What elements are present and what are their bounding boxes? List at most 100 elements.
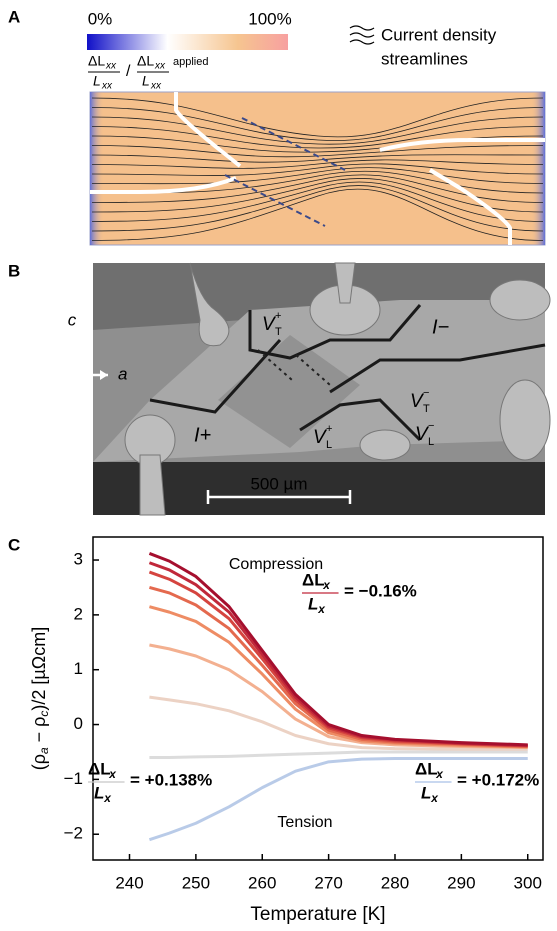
streamline (91, 116, 544, 145)
y-label-part: (ρ (29, 754, 49, 770)
series-line (148, 561, 528, 747)
strain-value: = −0.16% (344, 581, 417, 600)
fraction-den: L (421, 783, 431, 802)
streamline-icon (349, 25, 375, 45)
electrodes (124, 262, 551, 516)
x-tick-label: 260 (248, 873, 276, 892)
map-edge (531, 92, 545, 245)
terminal-sub: T (423, 403, 430, 415)
series-line (149, 750, 528, 759)
contact-line (224, 117, 346, 227)
y-label-part: c (37, 711, 51, 717)
cb-den: L (142, 73, 150, 89)
fraction-num: ΔL (415, 759, 438, 778)
fraction-num-sub: x (435, 767, 444, 781)
streamline (91, 188, 544, 241)
y-tick-label: 1 (74, 659, 83, 678)
terminal-sub: L (428, 436, 434, 448)
fraction-den: L (94, 783, 104, 802)
cb-den-sub: xx (150, 81, 162, 92)
streamline (91, 178, 544, 213)
cb-num-sub: xx (154, 61, 166, 72)
cb-num: ΔL (137, 53, 154, 69)
terminal-sub: T (275, 326, 282, 338)
streamline (91, 163, 544, 176)
terminal-sup: − (428, 420, 434, 432)
terminal-sup: − (423, 387, 429, 399)
y-axis-label: (ρa − ρc)/2 [µΩcm] (29, 627, 51, 771)
fraction-den: L (308, 594, 318, 613)
bar-region (218, 335, 360, 448)
series-line (148, 552, 528, 747)
y-tick-label: 0 (74, 714, 83, 733)
panel-label: A (8, 7, 20, 26)
y-tick-label: 3 (74, 550, 83, 569)
terminal-sub: L (326, 439, 332, 451)
y-tick-label: −2 (64, 824, 83, 843)
streamline (91, 185, 544, 232)
series-line (149, 586, 528, 748)
cb-suffix: applied (173, 56, 208, 68)
plot-frame (92, 536, 544, 861)
terminal-sup: + (326, 423, 332, 435)
terminal-sup: + (275, 310, 281, 322)
fraction-num-sub: x (322, 578, 331, 592)
y-tick-label: −1 (64, 769, 83, 788)
annotation: Compression (229, 556, 323, 573)
sem-dark-region (93, 462, 545, 515)
cb-den-sub: xx (101, 81, 113, 92)
series-line (149, 605, 528, 749)
strain-value: = +0.138% (130, 770, 212, 789)
x-tick-label: 240 (115, 873, 143, 892)
fraction-den-sub: x (317, 602, 326, 616)
scale-label: 500 µm (250, 474, 307, 493)
streamline (91, 154, 544, 163)
strain-value: = +0.172% (457, 770, 539, 789)
cb-num-sub: xx (105, 61, 117, 72)
scale-bar (206, 490, 352, 504)
streamlines (91, 97, 544, 241)
terminal-label: V (262, 314, 277, 335)
series-line (148, 757, 528, 842)
x-tick-label: 280 (381, 873, 409, 892)
axis-label: a (118, 364, 127, 383)
legend-text: Current density (381, 25, 497, 44)
streamline (91, 174, 544, 203)
y-label-part: − ρ (29, 717, 49, 748)
current-label: I− (432, 316, 449, 338)
terminal-label: V (410, 391, 425, 412)
y-label-part: )/2 [µΩcm] (29, 627, 49, 711)
streamline (91, 126, 544, 149)
cb-num: ΔL (88, 53, 105, 69)
streamline (91, 107, 544, 141)
x-tick-label: 270 (314, 873, 342, 892)
legend-text: streamlines (381, 49, 468, 68)
y-tick-label: 2 (74, 604, 83, 623)
streamline (91, 181, 544, 222)
x-tick-label: 250 (182, 873, 210, 892)
x-tick-label: 300 (514, 873, 542, 892)
colorbar (87, 34, 288, 50)
cb-den: L (93, 73, 101, 89)
fraction-den-sub: x (430, 791, 439, 805)
panel-label: C (8, 535, 20, 554)
fraction-num: ΔL (302, 570, 325, 589)
map-edge (90, 92, 104, 245)
fraction-den-sub: x (103, 791, 112, 805)
axis-label: c (68, 310, 77, 329)
colorbar-min: 0% (88, 9, 113, 28)
fraction-num-sub: x (108, 767, 117, 781)
streamline (91, 167, 544, 185)
series-line (149, 695, 528, 751)
x-tick-label: 290 (447, 873, 475, 892)
fraction-num: ΔL (88, 759, 111, 778)
current-label: I+ (194, 424, 211, 446)
slits (90, 92, 545, 245)
contact-line (257, 349, 331, 386)
streamline (91, 159, 544, 169)
x-axis-label: Temperature [K] (250, 904, 385, 925)
terminal-label: V (313, 427, 328, 448)
annotation: Tension (277, 814, 332, 831)
panel-label: B (8, 261, 20, 280)
